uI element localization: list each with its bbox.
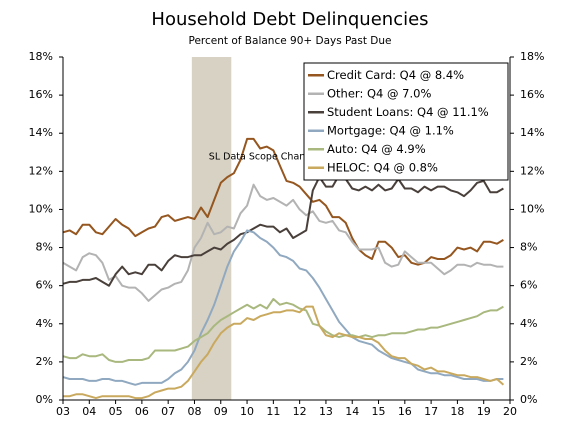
y-tick-label: 2% (36, 355, 53, 368)
legend-box (303, 62, 509, 181)
y-tick-label: 18% (29, 50, 53, 63)
x-tick-label: 05 (109, 405, 123, 418)
lines-layer (62, 137, 505, 400)
annotation: SL Data Scope Change (209, 152, 318, 163)
y2-tick-label: 14% (520, 126, 544, 139)
legend-label: Auto: Q4 @ 4.9% (327, 142, 426, 156)
x-tick-label: 14 (345, 405, 359, 418)
y-tick-label: 4% (36, 317, 53, 330)
legend-label: Mortgage: Q4 @ 1.1% (327, 123, 454, 137)
chart-subtitle: Percent of Balance 90+ Days Past Due (189, 35, 392, 47)
x-tick-label: 08 (187, 405, 201, 418)
y-tick-label: 6% (36, 279, 53, 292)
y-tick-label: 16% (29, 88, 53, 101)
y2-tick-label: 2% (520, 355, 537, 368)
x-tick-label: 18 (450, 405, 464, 418)
y-tick-label: 10% (29, 202, 53, 215)
y2-tick-label: 0% (520, 393, 537, 406)
y-tick-label: 8% (36, 241, 53, 254)
series-line (62, 229, 504, 386)
x-tick-label: 13 (319, 405, 333, 418)
y-tick-label: 12% (29, 164, 53, 177)
chart-title: Household Debt Delinquencies (151, 9, 428, 30)
x-tick-label: 03 (56, 405, 70, 418)
x-tick-label: 06 (135, 405, 149, 418)
x-tick-label: 17 (424, 405, 438, 418)
y2-tick-label: 6% (520, 279, 537, 292)
y2-tick-label: 12% (520, 164, 544, 177)
x-tick-label: 15 (372, 405, 386, 418)
y2-tick-label: 10% (520, 202, 544, 215)
x-tick-label: 16 (398, 405, 412, 418)
x-tick-label: 19 (477, 405, 491, 418)
legend-label: Student Loans: Q4 @ 11.1% (327, 105, 489, 119)
x-tick-label: 20 (503, 405, 517, 418)
x-tick-label: 11 (266, 405, 280, 418)
x-tick-label: 04 (82, 405, 96, 418)
series-line (62, 183, 504, 302)
x-tick-label: 12 (293, 405, 307, 418)
y2-tick-label: 8% (520, 241, 537, 254)
series-line (63, 305, 505, 400)
legend-label: Credit Card: Q4 @ 8.4% (327, 68, 464, 82)
series-line (62, 137, 504, 266)
x-tick-label: 09 (214, 405, 228, 418)
y-tick-label: 14% (29, 126, 53, 139)
y2-tick-label: 4% (520, 317, 537, 330)
legend-label: HELOC: Q4 @ 0.8% (327, 160, 438, 174)
series-line (62, 298, 504, 363)
x-tick-label: 07 (161, 405, 175, 418)
y-tick-label: 0% (36, 393, 53, 406)
legend-label: Other: Q4 @ 7.0% (327, 86, 431, 100)
series-line (62, 174, 504, 287)
x-tick-label: 10 (240, 405, 254, 418)
y2-tick-label: 16% (520, 88, 544, 101)
y2-tick-label: 18% (520, 50, 544, 63)
